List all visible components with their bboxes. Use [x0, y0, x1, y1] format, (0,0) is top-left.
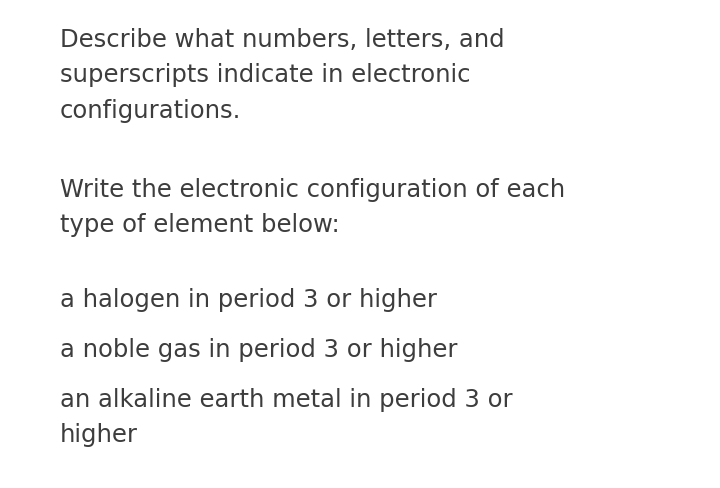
Text: a noble gas in period 3 or higher: a noble gas in period 3 or higher — [60, 337, 457, 361]
Text: Write the electronic configuration of each
type of element below:: Write the electronic configuration of ea… — [60, 178, 565, 237]
Text: Describe what numbers, letters, and
superscripts indicate in electronic
configur: Describe what numbers, letters, and supe… — [60, 28, 505, 122]
Text: a halogen in period 3 or higher: a halogen in period 3 or higher — [60, 287, 437, 311]
Text: an alkaline earth metal in period 3 or
higher: an alkaline earth metal in period 3 or h… — [60, 387, 513, 447]
